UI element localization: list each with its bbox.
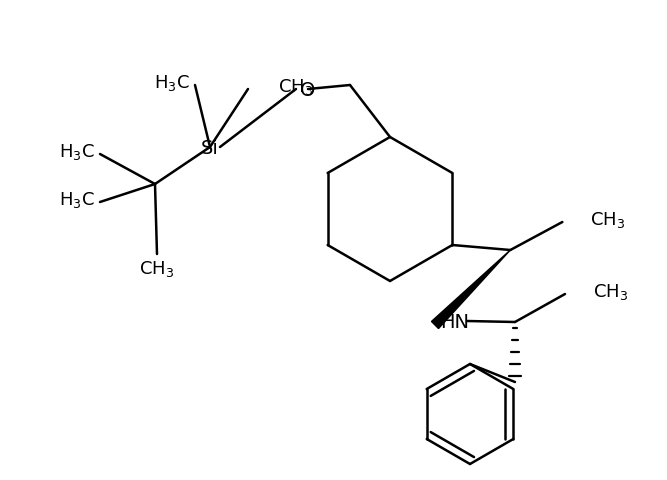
Text: H$_3$C: H$_3$C [154, 73, 190, 93]
Text: HN: HN [440, 312, 470, 331]
Text: CH$_3$: CH$_3$ [593, 281, 628, 301]
Text: O: O [300, 80, 315, 99]
Text: Si: Si [201, 138, 219, 157]
Text: H$_3$C: H$_3$C [59, 142, 95, 162]
Polygon shape [432, 251, 510, 329]
Text: CH$_3$: CH$_3$ [139, 258, 175, 278]
Text: H$_3$C: H$_3$C [59, 190, 95, 210]
Text: CH$_3$: CH$_3$ [278, 77, 313, 97]
Text: CH$_3$: CH$_3$ [590, 210, 626, 229]
